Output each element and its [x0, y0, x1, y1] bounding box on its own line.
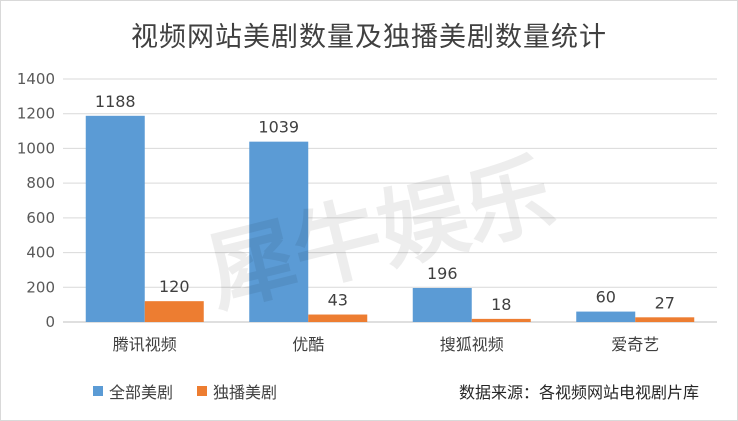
data-label: 60: [596, 288, 616, 307]
source-note: 数据来源：各视频网站电视剧片库: [458, 383, 699, 402]
y-tick-label: 1000: [17, 139, 55, 157]
bar-exclusive: [635, 317, 695, 322]
legend-swatch-all: [93, 386, 103, 396]
y-tick-label: 1400: [17, 70, 55, 88]
legend-label-all: 全部美剧: [109, 383, 174, 402]
x-category-label: 优酷: [292, 335, 324, 354]
x-axis-categories: 腾讯视频 优酷 搜狐视频 爱奇艺: [113, 335, 660, 354]
y-tick-label: 400: [26, 244, 55, 262]
legend: 全部美剧 独播美剧: [93, 379, 301, 403]
data-label: 1039: [258, 118, 299, 137]
legend-item-exclusive: 独播美剧: [197, 379, 277, 403]
y-tick-label: 800: [26, 174, 55, 192]
bar-exclusive: [144, 301, 204, 322]
bar-all: [249, 141, 309, 322]
legend-label-exclusive: 独播美剧: [213, 383, 278, 402]
data-label: 27: [655, 293, 675, 312]
bar-all: [85, 115, 145, 322]
data-label: 120: [159, 277, 190, 296]
y-axis-ticks: 0 200 400 600 800 1000 1200 1400: [17, 70, 55, 331]
legend-item-all: 全部美剧: [93, 379, 173, 403]
x-category-label: 爱奇艺: [611, 335, 659, 354]
y-tick-label: 600: [26, 209, 55, 227]
bar-all: [412, 287, 472, 322]
y-tick-label: 200: [26, 278, 55, 296]
x-category-label: 搜狐视频: [440, 335, 504, 354]
data-label: 196: [427, 264, 458, 283]
chart-title: 视频网站美剧数量及独播美剧数量统计: [131, 22, 607, 53]
data-labels: 1188 120 1039 43 196 18 60 27: [95, 92, 675, 314]
bar-all: [576, 311, 636, 322]
bar-exclusive: [471, 318, 531, 322]
data-label: 43: [328, 291, 348, 310]
y-tick-label: 0: [45, 313, 55, 331]
bar-exclusive: [308, 314, 368, 322]
y-tick-label: 1200: [17, 105, 55, 123]
legend-swatch-exclusive: [197, 386, 208, 396]
data-label: 1188: [95, 92, 136, 111]
data-label: 18: [491, 295, 511, 314]
x-category-label: 腾讯视频: [113, 335, 177, 354]
bars: [85, 115, 695, 322]
